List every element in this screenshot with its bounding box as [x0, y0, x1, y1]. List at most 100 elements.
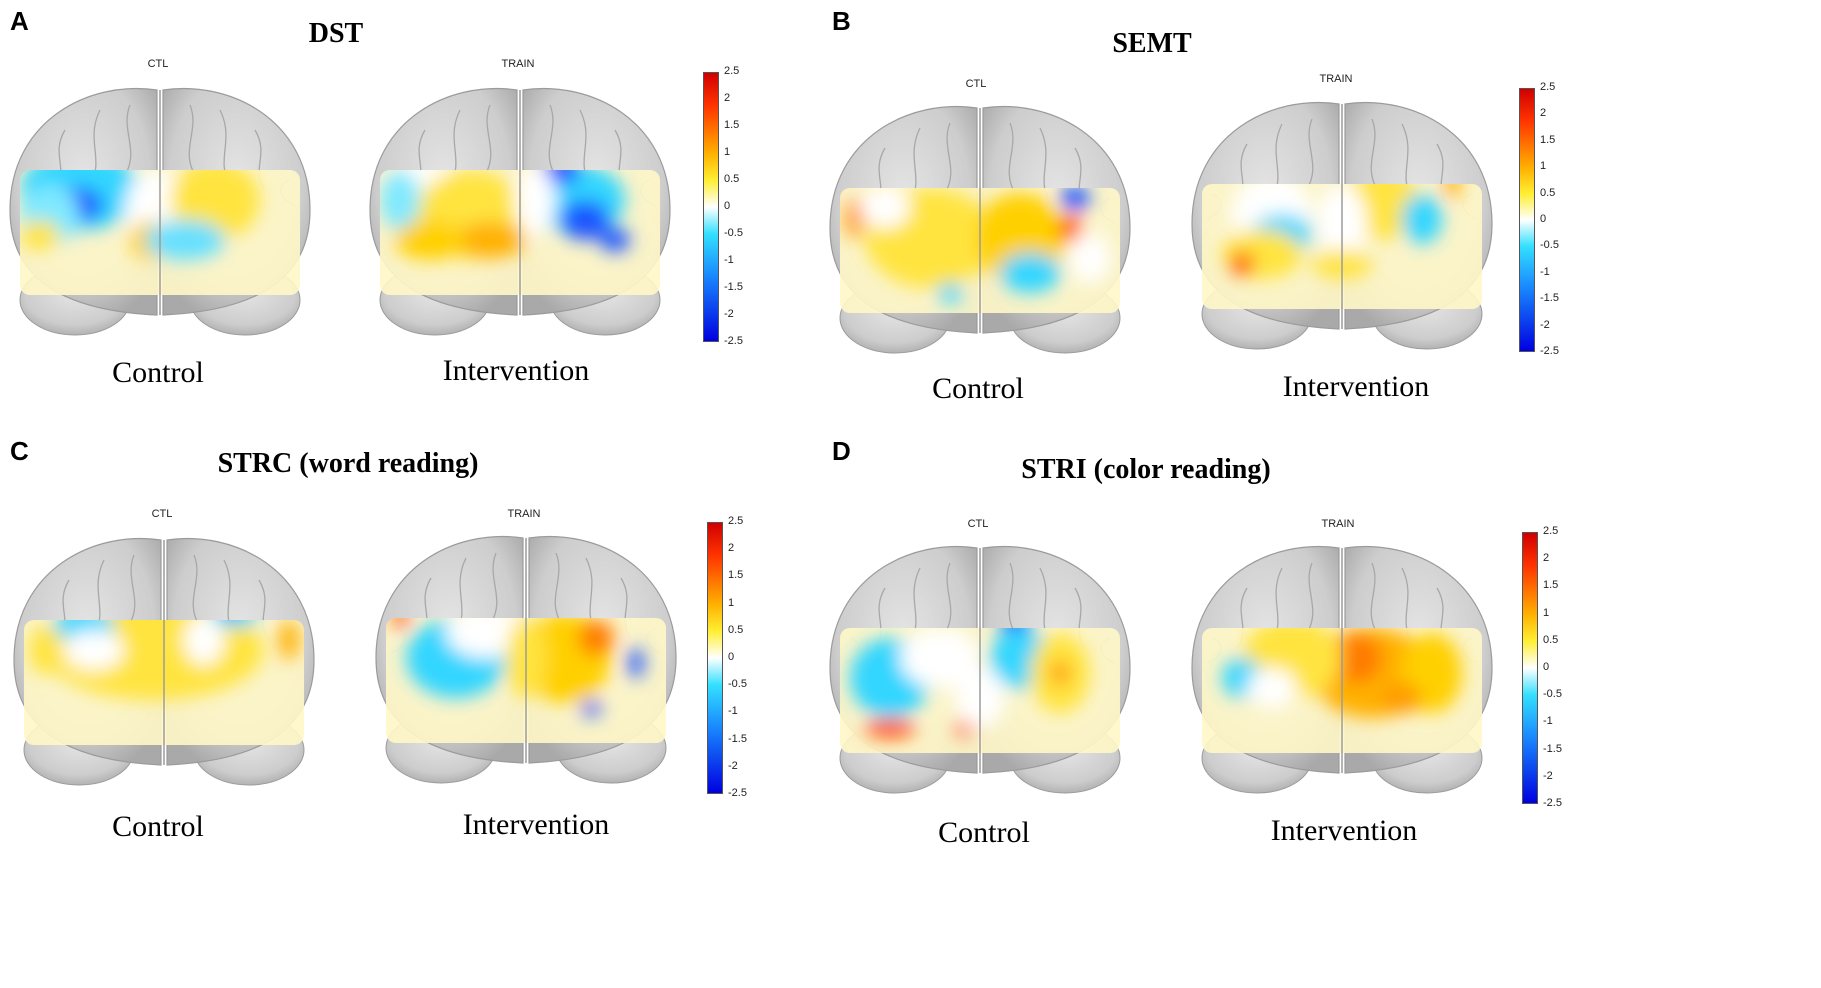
panel-letter: C: [10, 436, 29, 466]
colorbar-tick-label: -2: [724, 308, 734, 320]
gyrus-line: [124, 104, 132, 176]
colorbar-tick-label: -2: [1540, 318, 1550, 331]
colorbar-tick-label: 2.5: [724, 65, 740, 77]
brain-left: [13, 537, 315, 786]
colorbar-tick-label: -2.5: [724, 335, 743, 347]
panel-letter: A: [10, 6, 29, 36]
right-brain-label: TRAIN: [1321, 518, 1355, 530]
brain-left: [829, 105, 1131, 354]
colorbar-tick-label: -1.5: [724, 281, 743, 293]
colorbar-tick-label: 1: [728, 596, 735, 609]
brain-left: [829, 545, 1131, 794]
colorbar: [707, 522, 723, 794]
colorbar-tick-label: 0: [724, 200, 731, 212]
colorbar-tick-label: 2: [724, 92, 731, 104]
gyrus-line: [490, 552, 498, 624]
colorbar: [1519, 88, 1535, 352]
right-condition-label: Intervention: [1270, 814, 1418, 847]
left-condition-label: Control: [938, 816, 1030, 849]
right-condition-label: Intervention: [462, 808, 610, 841]
colorbar-tick-label: -2.5: [1540, 345, 1559, 357]
colorbar-tick-label: 0.5: [724, 173, 740, 185]
colorbar-tick-label: 2: [1540, 107, 1547, 120]
colorbar-tick-label: 1.5: [724, 119, 740, 131]
right-brain-label: TRAIN: [501, 58, 535, 70]
colorbar-tick-label: 0.5: [1540, 186, 1556, 199]
panel-d: D STRI (color reading) CTL TRAIN 2.5 2 1.5…: [820, 430, 1820, 860]
gyrus-line: [944, 562, 952, 634]
gyrus-line: [1306, 118, 1314, 190]
colorbar-tick-label: -1: [1540, 265, 1550, 278]
colorbar-tick-label: 2.5: [1543, 525, 1559, 537]
colorbar-tick-label: 2.5: [728, 515, 744, 527]
panel-a: A DST CTL TRAIN 2.5 2 1.5 1 0.5 0 -0.5 -1 -1.5 -2…: [0, 0, 800, 410]
colorbar-tick-label: -1: [1543, 715, 1553, 728]
colorbar-tick-label: 0: [728, 651, 735, 663]
colorbar: [703, 72, 719, 342]
colorbar-tick-label: 0.5: [1543, 633, 1559, 646]
colorbar-tick-label: 1: [1543, 606, 1550, 619]
gyrus-line: [1370, 118, 1378, 190]
colorbar-tick-label: 2: [728, 542, 735, 555]
colorbar-tick-label: -1: [724, 254, 734, 266]
left-brain-label: CTL: [965, 78, 987, 90]
gyrus-line: [1370, 562, 1378, 634]
colorbar-tick-label: -1.5: [1543, 742, 1562, 755]
gyrus-line: [548, 104, 556, 176]
colorbar-tick-label: 1: [1540, 160, 1547, 173]
gyrus-line: [188, 104, 196, 176]
left-condition-label: Control: [112, 356, 204, 389]
gyrus-line: [944, 122, 952, 194]
panel-title: SEMT: [1112, 28, 1192, 59]
gyrus-line: [1306, 562, 1314, 634]
panel-title: STRI (color reading): [1021, 454, 1271, 485]
left-condition-label: Control: [112, 810, 204, 843]
brain-right: [375, 535, 677, 784]
gyrus-line: [128, 554, 136, 626]
panel-title: STRC (word reading): [217, 448, 479, 479]
colorbar-tick-label: 0: [1543, 661, 1550, 673]
colorbar-tick-label: -0.5: [1540, 239, 1559, 252]
colorbar-tick-label: 1.5: [728, 569, 744, 582]
gyrus-line: [192, 554, 200, 626]
left-brain-label: CTL: [967, 518, 989, 530]
colorbar-tick-label: -1: [728, 705, 738, 718]
brain-right: [1191, 545, 1493, 794]
panel-c: C STRC (word reading) CTL TRAIN 2.5 2 1.5 1…: [0, 430, 800, 850]
left-brain-label: CTL: [147, 58, 169, 70]
right-brain-label: TRAIN: [1319, 73, 1353, 85]
panel-letter: B: [832, 6, 851, 36]
left-brain-label: CTL: [151, 508, 173, 520]
colorbar-tick-label: 1.5: [1543, 579, 1559, 592]
colorbar-tick-label: -0.5: [728, 678, 747, 691]
colorbar-tick-label: -2.5: [1543, 797, 1562, 809]
colorbar-tick-label: -1.5: [728, 732, 747, 745]
right-condition-label: Intervention: [1282, 370, 1430, 403]
gyrus-line: [554, 552, 562, 624]
colorbar-tick-label: -0.5: [1543, 688, 1562, 701]
panel-title: DST: [308, 18, 364, 49]
colorbar-tick-label: 1.5: [1540, 133, 1556, 146]
colorbar-tick-label: -2: [1543, 769, 1553, 782]
right-condition-label: Intervention: [442, 354, 590, 387]
colorbar-tick-label: -2.5: [728, 787, 747, 799]
activation-map: [1202, 628, 1482, 753]
panel-b: B SEMT CTL TRAIN 2.5 2 1.5 1 0.5 0 -0.5 -1 -1.5 -…: [820, 0, 1820, 420]
colorbar-tick-label: -0.5: [724, 227, 743, 239]
colorbar-tick-label: 0.5: [728, 623, 744, 636]
brain-left: [9, 87, 311, 336]
gyrus-line: [484, 104, 492, 176]
left-condition-label: Control: [932, 372, 1024, 405]
colorbar-tick-label: -1.5: [1540, 292, 1559, 305]
colorbar-tick-label: 0: [1540, 213, 1547, 225]
brain-right: [369, 87, 671, 336]
brain-right: [1191, 101, 1493, 350]
right-brain-label: TRAIN: [507, 508, 541, 520]
colorbar-tick-label: 1: [724, 146, 731, 158]
colorbar-tick-label: -2: [728, 759, 738, 772]
colorbar-tick-label: 2.5: [1540, 81, 1556, 93]
colorbar-tick-label: 2: [1543, 552, 1550, 565]
colorbar: [1522, 532, 1538, 804]
panel-letter: D: [832, 436, 851, 466]
gyrus-line: [1008, 122, 1016, 194]
